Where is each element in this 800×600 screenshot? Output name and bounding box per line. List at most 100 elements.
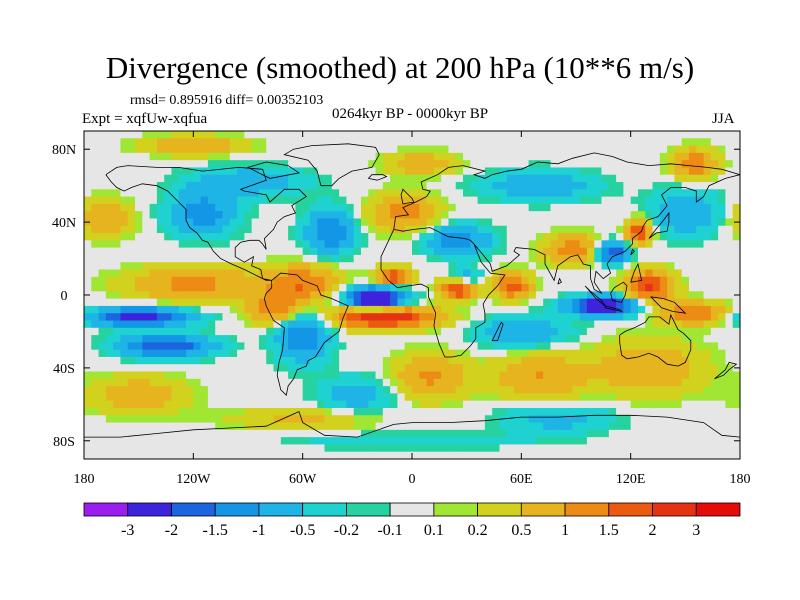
field-cell	[492, 298, 501, 307]
field-cell	[404, 298, 413, 307]
field-cell	[91, 298, 100, 307]
field-cell	[251, 437, 260, 446]
field-cell	[477, 400, 486, 409]
field-cell	[608, 196, 617, 205]
field-cell	[171, 335, 180, 343]
field-cell	[492, 189, 501, 198]
field-cell	[288, 284, 296, 292]
field-cell	[521, 437, 530, 446]
field-cell	[608, 211, 617, 220]
colorbar-label: -1	[252, 522, 265, 539]
field-cell	[594, 451, 603, 459]
field-cell	[207, 174, 216, 183]
field-cell	[200, 444, 209, 453]
field-cell	[463, 364, 471, 373]
field-cell	[295, 429, 304, 438]
field-cell	[193, 174, 202, 183]
field-cell	[309, 174, 318, 183]
field-cell	[674, 386, 683, 394]
field-cell	[222, 189, 231, 198]
field-cell	[484, 422, 493, 431]
field-cell	[404, 415, 413, 424]
field-cell	[171, 444, 180, 453]
field-cell	[390, 364, 399, 373]
field-cell	[149, 349, 158, 358]
field-cell	[412, 371, 420, 380]
field-cell	[105, 298, 114, 307]
field-cell	[171, 167, 180, 176]
field-cell	[222, 203, 231, 212]
field-cell	[375, 291, 384, 300]
x-tick-label: 60E	[510, 472, 533, 487]
field-cell	[470, 371, 479, 380]
field-cell	[397, 233, 406, 241]
field-cell	[113, 276, 122, 285]
field-cell	[280, 393, 289, 402]
field-cell	[266, 371, 275, 380]
colorbar-swatch	[345, 502, 391, 517]
field-cell	[652, 393, 661, 402]
field-cell	[309, 298, 318, 307]
field-cell	[484, 437, 493, 446]
field-cell	[579, 291, 588, 300]
field-cell	[550, 262, 559, 271]
field-cell	[244, 196, 253, 205]
field-cell	[317, 174, 326, 183]
field-cell	[441, 393, 450, 402]
field-cell	[433, 167, 442, 176]
field-cell	[492, 356, 501, 365]
field-cell	[499, 313, 508, 322]
field-cell	[171, 342, 180, 351]
field-cell	[521, 429, 530, 438]
field-cell	[630, 218, 639, 227]
field-cell	[200, 233, 209, 241]
field-cell	[251, 335, 260, 343]
field-cell	[309, 429, 318, 438]
field-cell	[630, 174, 639, 183]
field-cell	[91, 167, 100, 176]
field-cell	[222, 196, 231, 205]
field-cell	[419, 313, 428, 322]
field-cell	[222, 269, 231, 278]
field-cell	[353, 342, 362, 351]
field-cell	[244, 451, 253, 459]
field-cell	[390, 371, 399, 380]
field-cell	[91, 233, 100, 241]
field-cell	[514, 429, 522, 438]
field-cell	[484, 407, 493, 416]
field-cell	[229, 189, 238, 198]
field-cell	[186, 371, 194, 380]
field-cell	[237, 276, 245, 285]
field-cell	[426, 203, 435, 212]
field-cell	[120, 284, 129, 292]
field-cell	[514, 254, 522, 263]
field-cell	[346, 196, 355, 205]
field-cell	[98, 160, 107, 169]
field-cell	[331, 335, 340, 343]
field-cell	[521, 262, 530, 271]
field-cell	[681, 415, 690, 424]
field-cell	[375, 145, 384, 154]
field-cell	[193, 182, 202, 190]
field-cell	[601, 444, 610, 453]
field-cell	[222, 145, 231, 154]
field-cell	[120, 269, 129, 278]
field-cell	[120, 291, 129, 300]
field-cell	[120, 451, 129, 459]
field-cell	[455, 240, 464, 249]
field-cell	[193, 240, 202, 249]
field-cell	[120, 276, 129, 285]
field-cell	[113, 167, 122, 176]
field-cell	[331, 313, 340, 322]
field-cell	[193, 189, 202, 198]
field-cell	[463, 225, 471, 234]
field-cell	[404, 305, 413, 314]
divergence-field	[84, 131, 740, 459]
field-cell	[207, 189, 216, 198]
field-cell	[528, 254, 537, 263]
field-cell	[463, 349, 471, 358]
field-cell	[98, 174, 107, 183]
field-cell	[353, 138, 362, 147]
field-cell	[674, 138, 683, 147]
field-cell	[84, 189, 92, 198]
